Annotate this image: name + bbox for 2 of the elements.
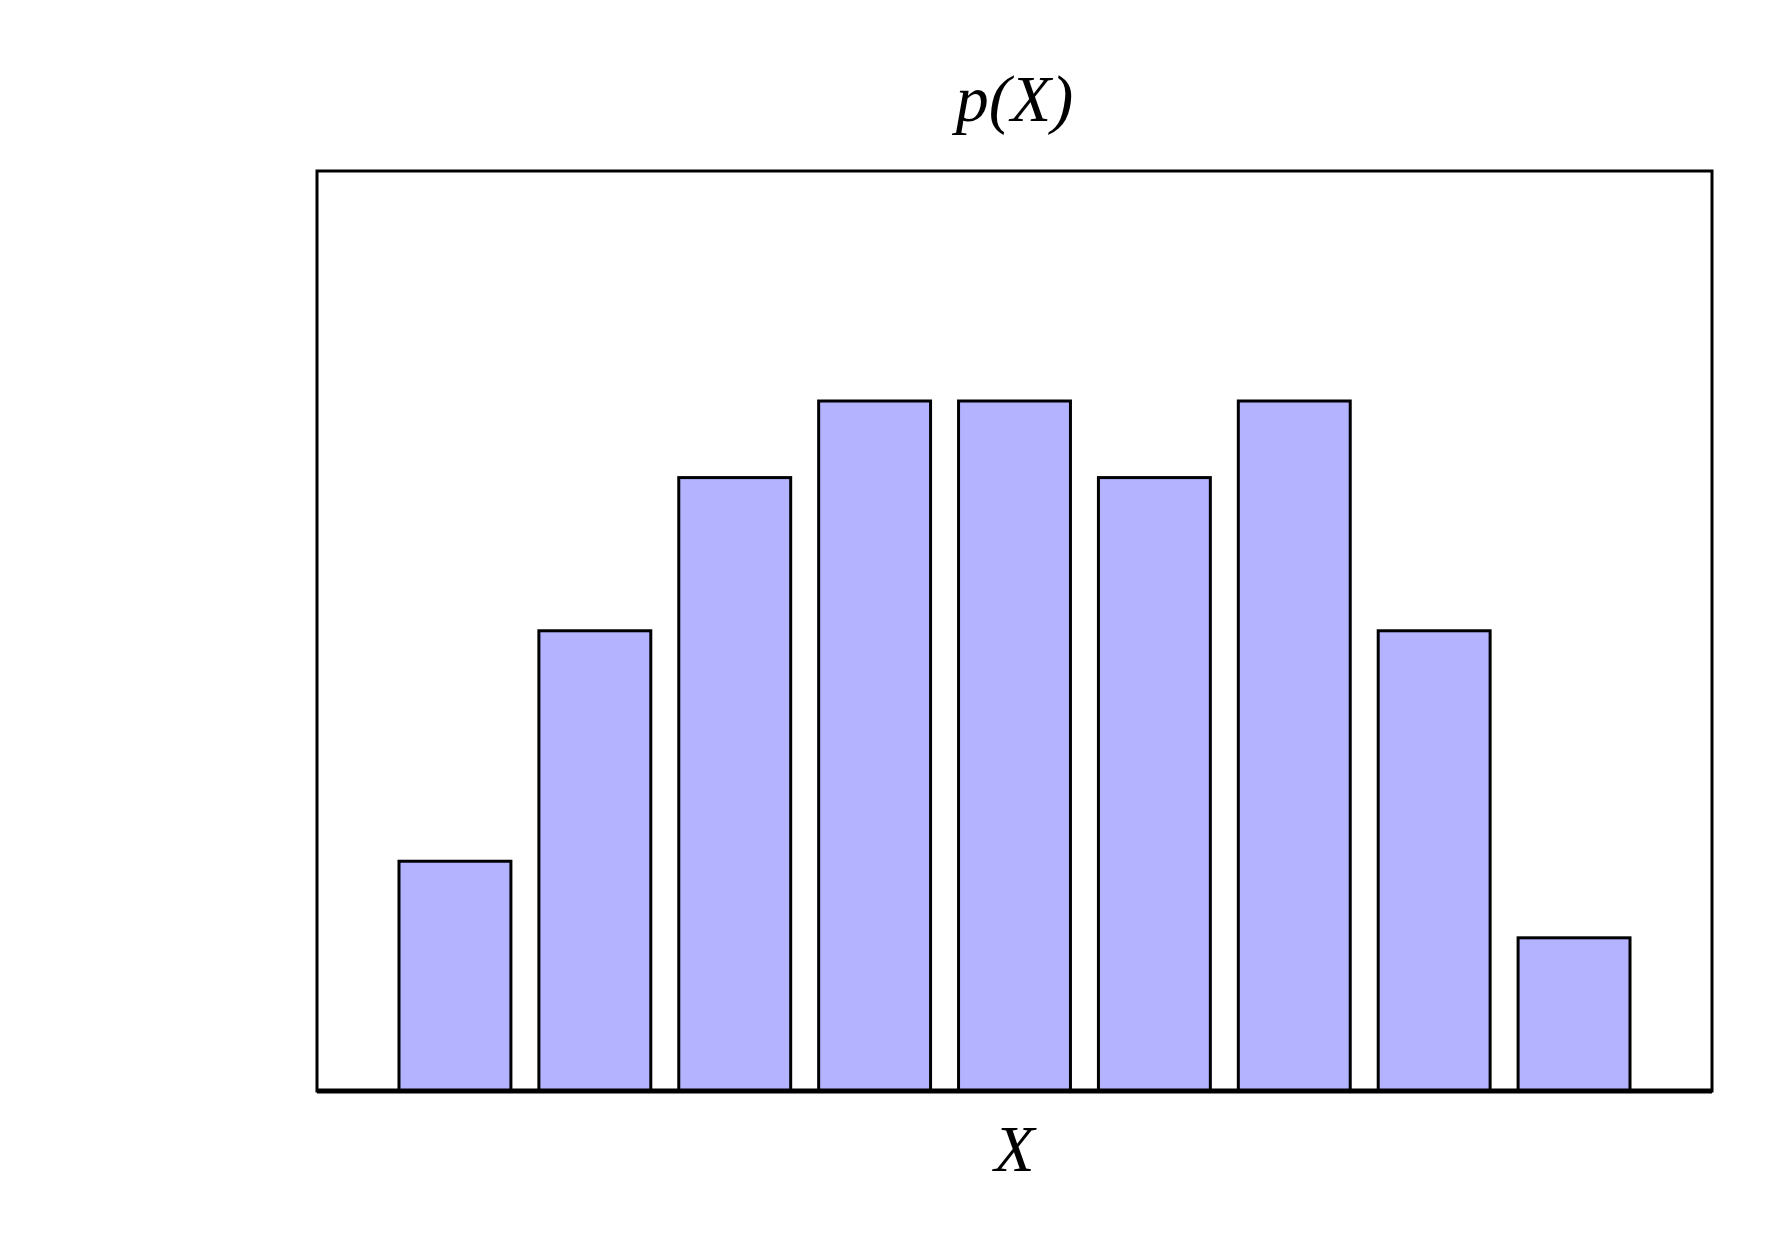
- chart-title: p(X): [951, 62, 1074, 136]
- x-axis-title: X: [991, 1112, 1038, 1185]
